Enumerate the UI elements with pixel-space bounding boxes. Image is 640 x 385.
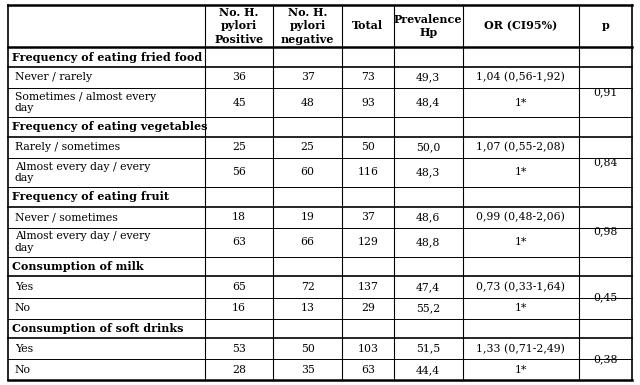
- Text: Yes: Yes: [15, 344, 33, 354]
- Text: 1,04 (0,56-1,92): 1,04 (0,56-1,92): [476, 72, 565, 82]
- Text: 48,6: 48,6: [416, 212, 440, 222]
- Text: 0,38: 0,38: [593, 354, 618, 364]
- Text: No: No: [15, 303, 31, 313]
- Text: 51,5: 51,5: [416, 344, 440, 354]
- Text: 0,45: 0,45: [593, 293, 618, 303]
- Text: Never / rarely: Never / rarely: [15, 72, 92, 82]
- Text: 48: 48: [301, 97, 315, 107]
- Text: 72: 72: [301, 282, 315, 292]
- Text: 48,3: 48,3: [416, 167, 440, 177]
- Text: 66: 66: [301, 237, 315, 247]
- Text: 103: 103: [357, 344, 378, 354]
- Text: Almost every day / every
day: Almost every day / every day: [15, 162, 150, 183]
- Text: No. H.
pylori
Positive: No. H. pylori Positive: [214, 7, 264, 45]
- Text: 45: 45: [232, 97, 246, 107]
- Text: 1*: 1*: [515, 237, 527, 247]
- Text: Consumption of soft drinks: Consumption of soft drinks: [12, 323, 184, 334]
- Text: 48,4: 48,4: [416, 97, 440, 107]
- Text: 116: 116: [357, 167, 378, 177]
- Text: Consumption of milk: Consumption of milk: [12, 261, 144, 272]
- Text: Frequency of eating fruit: Frequency of eating fruit: [12, 191, 169, 202]
- Text: Frequency of eating vegetables: Frequency of eating vegetables: [12, 121, 207, 132]
- Text: 53: 53: [232, 344, 246, 354]
- Text: Prevalence
Hp: Prevalence Hp: [394, 14, 463, 38]
- Text: 0,91: 0,91: [593, 87, 618, 97]
- Text: 60: 60: [301, 167, 315, 177]
- Text: 37: 37: [361, 212, 375, 222]
- Text: 1,33 (0,71-2,49): 1,33 (0,71-2,49): [476, 343, 565, 354]
- Text: 37: 37: [301, 72, 315, 82]
- Text: 16: 16: [232, 303, 246, 313]
- Text: 29: 29: [361, 303, 375, 313]
- Text: 63: 63: [361, 365, 375, 375]
- Text: Almost every day / every
day: Almost every day / every day: [15, 231, 150, 253]
- Text: 35: 35: [301, 365, 315, 375]
- Text: Frequency of eating fried food: Frequency of eating fried food: [12, 52, 202, 62]
- Text: Rarely / sometimes: Rarely / sometimes: [15, 142, 120, 152]
- Text: 1*: 1*: [515, 365, 527, 375]
- Text: 19: 19: [301, 212, 315, 222]
- Text: 28: 28: [232, 365, 246, 375]
- Text: 18: 18: [232, 212, 246, 222]
- Text: 50: 50: [301, 344, 315, 354]
- Text: 50,0: 50,0: [416, 142, 440, 152]
- Text: 0,98: 0,98: [593, 227, 618, 237]
- Text: 0,84: 0,84: [593, 157, 618, 167]
- Text: 13: 13: [301, 303, 315, 313]
- Text: 44,4: 44,4: [416, 365, 440, 375]
- Text: Yes: Yes: [15, 282, 33, 292]
- Text: 0,99 (0,48-2,06): 0,99 (0,48-2,06): [476, 212, 565, 222]
- Text: 63: 63: [232, 237, 246, 247]
- Text: 36: 36: [232, 72, 246, 82]
- Text: 129: 129: [358, 237, 378, 247]
- Text: 1*: 1*: [515, 167, 527, 177]
- Text: Never / sometimes: Never / sometimes: [15, 212, 118, 222]
- Text: 50: 50: [361, 142, 375, 152]
- Text: 25: 25: [301, 142, 315, 152]
- Text: 1,07 (0,55-2,08): 1,07 (0,55-2,08): [476, 142, 565, 152]
- Text: 1*: 1*: [515, 97, 527, 107]
- Text: 47,4: 47,4: [416, 282, 440, 292]
- Text: 73: 73: [361, 72, 375, 82]
- Text: 137: 137: [358, 282, 378, 292]
- Text: 49,3: 49,3: [416, 72, 440, 82]
- Text: No. H.
pylori
negative: No. H. pylori negative: [281, 7, 334, 45]
- Text: p: p: [602, 20, 610, 32]
- Text: OR (CI95%): OR (CI95%): [484, 20, 557, 32]
- Text: 65: 65: [232, 282, 246, 292]
- Text: No: No: [15, 365, 31, 375]
- Text: 25: 25: [232, 142, 246, 152]
- Text: 55,2: 55,2: [416, 303, 440, 313]
- Text: 93: 93: [361, 97, 375, 107]
- Text: 48,8: 48,8: [416, 237, 440, 247]
- Text: 0,73 (0,33-1,64): 0,73 (0,33-1,64): [476, 282, 565, 292]
- Text: Total: Total: [353, 20, 383, 32]
- Text: 56: 56: [232, 167, 246, 177]
- Text: 1*: 1*: [515, 303, 527, 313]
- Text: Sometimes / almost every
day: Sometimes / almost every day: [15, 92, 156, 113]
